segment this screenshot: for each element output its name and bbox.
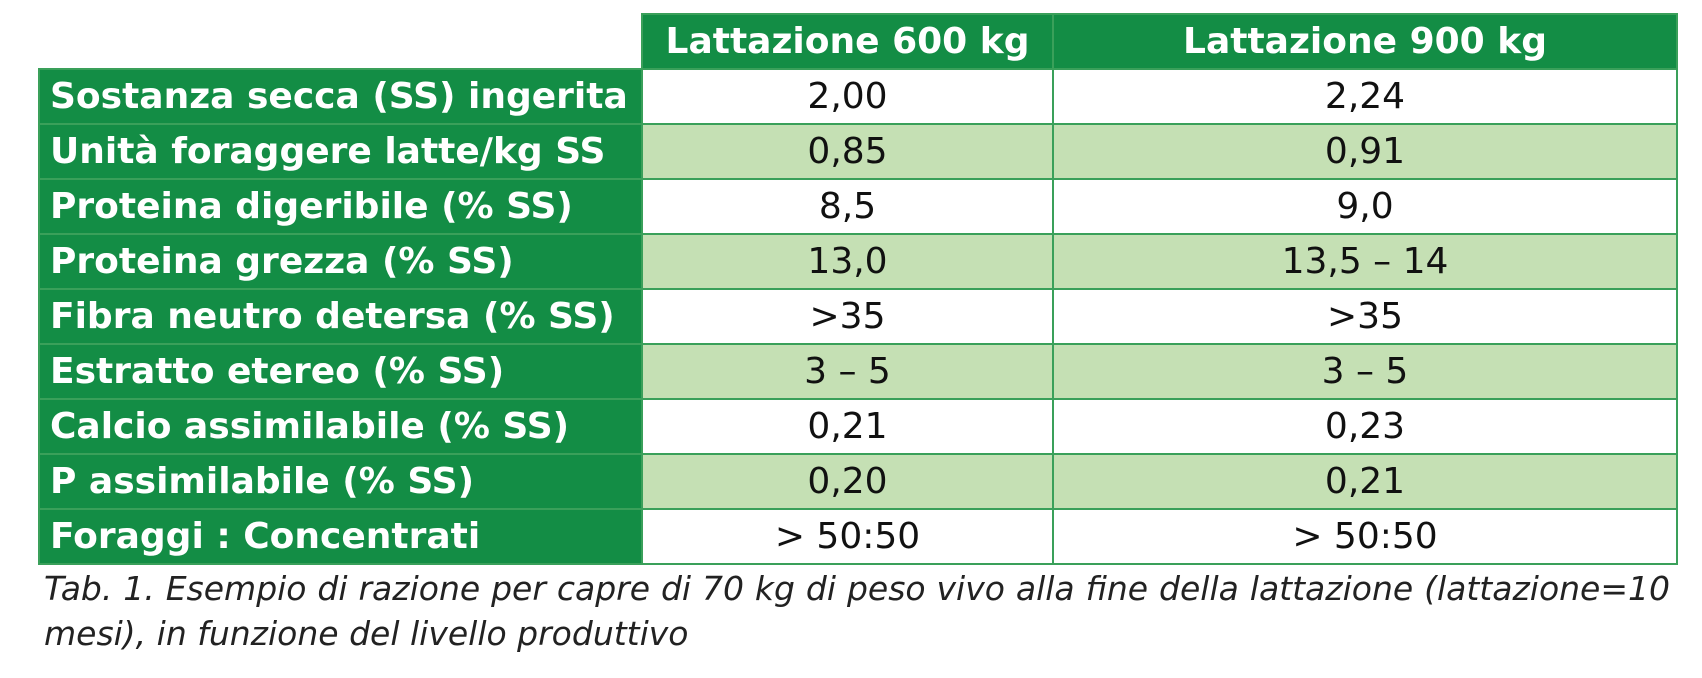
cell-value: 0,20: [641, 453, 1054, 510]
table-row: Proteina grezza (% SS) 13,0 13,5 – 14: [38, 233, 1678, 290]
table-row: P assimilabile (% SS) 0,20 0,21: [38, 453, 1678, 510]
row-label: Proteina grezza (% SS): [38, 233, 643, 290]
cell-value: 3 – 5: [641, 343, 1054, 400]
row-label: Sostanza secca (SS) ingerita: [38, 68, 643, 125]
table-row: Calcio assimilabile (% SS) 0,21 0,23: [38, 398, 1678, 455]
cell-value: 13,5 – 14: [1052, 233, 1678, 290]
cell-value: 0,21: [1052, 453, 1678, 510]
table-row: Sostanza secca (SS) ingerita 2,00 2,24: [38, 68, 1678, 125]
nutrition-table: Lattazione 600 kg Lattazione 900 kg Sosta…: [38, 13, 1678, 565]
row-label: Proteina digeribile (% SS): [38, 178, 643, 235]
column-header: Lattazione 900 kg: [1052, 13, 1678, 70]
row-label: Calcio assimilabile (% SS): [38, 398, 643, 455]
cell-value: 13,0: [641, 233, 1054, 290]
cell-value: 9,0: [1052, 178, 1678, 235]
cell-value: >35: [641, 288, 1054, 345]
row-label: Foraggi : Concentrati: [38, 508, 643, 565]
table-row: Fibra neutro detersa (% SS) >35 >35: [38, 288, 1678, 345]
row-label: Estratto etereo (% SS): [38, 343, 643, 400]
table-body: Sostanza secca (SS) ingerita 2,00 2,24 Unit…: [38, 68, 1678, 565]
cell-value: > 50:50: [1052, 508, 1678, 565]
cell-value: 2,00: [641, 68, 1054, 125]
corner-cell: [38, 13, 643, 70]
row-label: P assimilabile (% SS): [38, 453, 643, 510]
column-header: Lattazione 600 kg: [641, 13, 1054, 70]
table-row: Foraggi : Concentrati > 50:50 > 50:50: [38, 508, 1678, 565]
table-caption: Tab. 1. Esempio di razione per capre di …: [44, 569, 1670, 653]
table-row: Unità foraggere latte/kg SS 0,85 0,91: [38, 123, 1678, 180]
cell-value: 0,85: [641, 123, 1054, 180]
cell-value: 3 – 5: [1052, 343, 1678, 400]
cell-value: 2,24: [1052, 68, 1678, 125]
cell-value: 0,91: [1052, 123, 1678, 180]
header-row: Lattazione 600 kg Lattazione 900 kg: [38, 13, 1678, 70]
cell-value: >35: [1052, 288, 1678, 345]
cell-value: 0,23: [1052, 398, 1678, 455]
row-label: Fibra neutro detersa (% SS): [38, 288, 643, 345]
table-row: Proteina digeribile (% SS) 8,5 9,0: [38, 178, 1678, 235]
cell-value: 0,21: [641, 398, 1054, 455]
cell-value: 8,5: [641, 178, 1054, 235]
row-label: Unità foraggere latte/kg SS: [38, 123, 643, 180]
cell-value: > 50:50: [641, 508, 1054, 565]
